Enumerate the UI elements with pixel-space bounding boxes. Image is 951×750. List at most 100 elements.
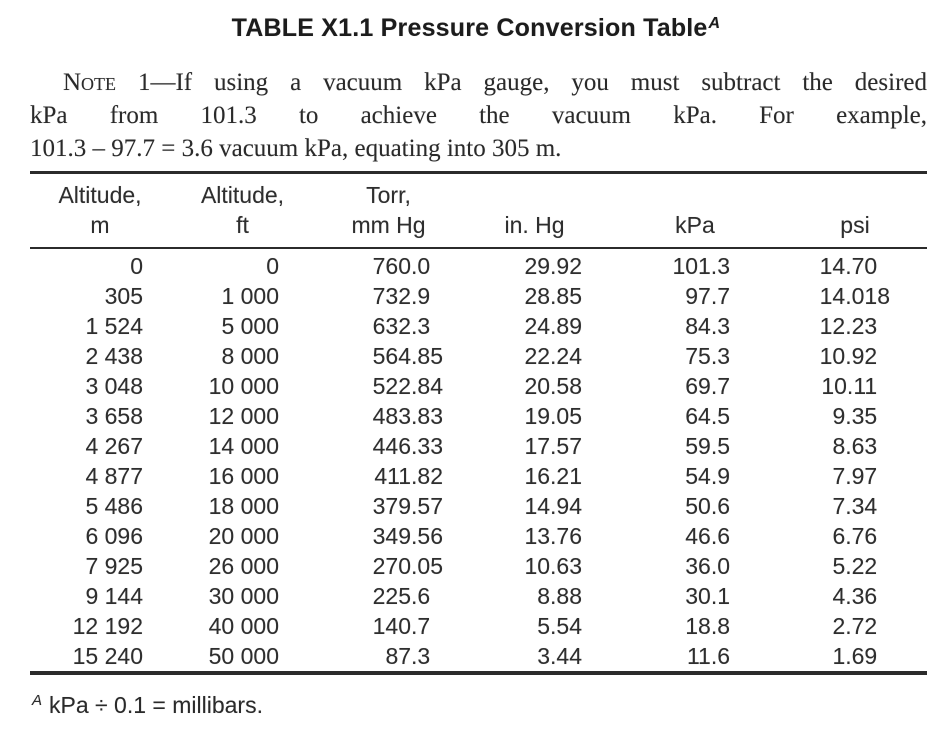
cell-torr-mm-hg: 483.83 <box>372 403 443 429</box>
header-psi-line2: psi <box>840 212 870 238</box>
cell-psi: 14.700 <box>819 253 878 279</box>
note-paragraph: Note 1—If using a vacuum kPa gauge, you … <box>30 66 927 165</box>
cell-altitude-m: 4 267 <box>85 433 143 459</box>
cell-kpa: 69.7 <box>685 373 730 399</box>
note-line-3: 101.3 – 97.7 = 3.6 vacuum kPa, equating … <box>30 135 562 162</box>
cell-altitude-m: 3 048 <box>85 373 143 399</box>
cell-torr-mm-hg: 379.57 <box>372 493 443 519</box>
header-altitude-ft-line1: Altitude, <box>200 182 285 208</box>
cell-psi: 1.690 <box>832 643 878 669</box>
cell-altitude-ft: 12 000 <box>208 403 279 429</box>
cell-kpa: 101.3 <box>672 253 730 279</box>
cell-in-hg: 24.89 <box>524 313 582 339</box>
cell-torr-mm-hg: 732.90 <box>372 283 431 309</box>
cell-altitude-ft: 26 000 <box>208 553 279 579</box>
pressure-conversion-table: Altitude, m Altitude, ft Torr, mm Hg in.… <box>30 171 927 675</box>
cell-in-hg: 10.63 <box>524 553 582 579</box>
cell-psi: 6.760 <box>832 523 878 549</box>
cell-kpa: 97.7 <box>685 283 730 309</box>
cell-psi: 5.220 <box>832 553 878 579</box>
cell-kpa: 54.9 <box>685 463 730 489</box>
cell-altitude-ft: 1 000 <box>221 283 279 309</box>
table-row: 3 048 10 000 522.84 20.58 69.7 10.110 <box>30 371 927 401</box>
header-altitude-ft: Altitude, ft <box>170 172 315 249</box>
cell-psi: 7.970 <box>832 463 878 489</box>
cell-kpa: 36.0 <box>685 553 730 579</box>
cell-kpa: 18.8 <box>685 613 730 639</box>
cell-in-hg: 20.58 <box>524 373 582 399</box>
cell-in-hg: 5.54 <box>537 613 582 639</box>
cell-altitude-m: 4 877 <box>85 463 143 489</box>
cell-in-hg: 8.88 <box>537 583 582 609</box>
table-row: 4 877 16 000 411.82 16.21 54.9 7.970 <box>30 461 927 491</box>
cell-altitude-ft: 50 000 <box>208 643 279 669</box>
footnote-ref: A <box>32 692 43 709</box>
table-row: 0 0 760.00 29.92 101.3 14.700 <box>30 248 927 281</box>
cell-altitude-m: 7 925 <box>85 553 143 579</box>
cell-in-hg: 22.24 <box>524 343 582 369</box>
header-torr-mm-hg: Torr, mm Hg <box>315 172 462 249</box>
header-kpa: kPa <box>607 172 755 249</box>
cell-in-hg: 14.94 <box>524 493 582 519</box>
table-row: 7 925 26 000 270.05 10.63 36.0 5.220 <box>30 551 927 581</box>
cell-torr-mm-hg: 270.05 <box>372 553 443 579</box>
table-title-text: TABLE X1.1 Pressure Conversion Table <box>231 14 708 42</box>
cell-psi: 10.110 <box>821 373 878 399</box>
cell-kpa: 46.6 <box>685 523 730 549</box>
cell-torr-mm-hg: 87.30 <box>385 643 431 669</box>
cell-psi: 14.018 <box>819 283 890 309</box>
cell-torr-mm-hg: 140.70 <box>372 613 431 639</box>
cell-altitude-ft: 18 000 <box>208 493 279 519</box>
footnote-text: kPa ÷ 0.1 = millibars. <box>49 692 263 718</box>
cell-psi: 9.350 <box>832 403 878 429</box>
header-altitude-m-line2: m <box>90 212 110 238</box>
header-row: Altitude, m Altitude, ft Torr, mm Hg in.… <box>30 172 927 249</box>
cell-in-hg: 28.85 <box>524 283 582 309</box>
cell-psi: 2.720 <box>832 613 878 639</box>
cell-altitude-m: 0 <box>130 253 143 279</box>
header-psi: psi <box>755 172 927 249</box>
cell-kpa: 75.3 <box>685 343 730 369</box>
cell-altitude-ft: 5 000 <box>221 313 279 339</box>
cell-kpa: 30.1 <box>685 583 730 609</box>
cell-altitude-m: 3 658 <box>85 403 143 429</box>
cell-torr-mm-hg: 564.85 <box>372 343 443 369</box>
header-altitude-m-line1: Altitude, <box>58 182 142 208</box>
cell-torr-mm-hg: 349.56 <box>372 523 443 549</box>
note-line-1-text: —If using a vacuum kPa gauge, you must s… <box>150 69 927 96</box>
table-row: 4 267 14 000 446.33 17.57 59.5 8.630 <box>30 431 927 461</box>
cell-in-hg: 19.05 <box>524 403 582 429</box>
cell-altitude-m: 9 144 <box>85 583 143 609</box>
cell-altitude-ft: 10 000 <box>208 373 279 399</box>
cell-psi: 7.340 <box>832 493 878 519</box>
cell-altitude-ft: 30 000 <box>208 583 279 609</box>
cell-altitude-ft: 20 000 <box>208 523 279 549</box>
header-altitude-m: Altitude, m <box>30 172 170 249</box>
cell-kpa: 64.5 <box>685 403 730 429</box>
note-label: Note 1 <box>63 69 151 96</box>
cell-altitude-m: 2 438 <box>85 343 143 369</box>
cell-in-hg: 17.57 <box>524 433 582 459</box>
cell-torr-mm-hg: 446.33 <box>372 433 443 459</box>
cell-altitude-m: 305 <box>104 283 143 309</box>
cell-kpa: 11.6 <box>686 643 730 669</box>
cell-psi: 4.360 <box>832 583 878 609</box>
cell-psi: 10.920 <box>819 343 878 369</box>
cell-torr-mm-hg: 760.00 <box>372 253 431 279</box>
table-row: 305 1 000 732.90 28.85 97.7 14.018 <box>30 281 927 311</box>
cell-kpa: 59.5 <box>685 433 730 459</box>
note-line-1: Note 1—If using a vacuum kPa gauge, you … <box>30 66 927 99</box>
cell-psi: 8.630 <box>832 433 878 459</box>
cell-altitude-m: 1 524 <box>85 313 143 339</box>
table-row: 5 486 18 000 379.57 14.94 50.6 7.340 <box>30 491 927 521</box>
cell-kpa: 50.6 <box>685 493 730 519</box>
cell-altitude-m: 12 192 <box>72 613 143 639</box>
cell-altitude-m: 15 240 <box>72 643 143 669</box>
cell-in-hg: 13.76 <box>524 523 582 549</box>
cell-torr-mm-hg: 411.82 <box>374 463 443 489</box>
table-row: 9 144 30 000 225.60 8.88 30.1 4.360 <box>30 581 927 611</box>
header-kpa-line2: kPa <box>675 212 715 238</box>
table-row: 3 658 12 000 483.83 19.05 64.5 9.350 <box>30 401 927 431</box>
